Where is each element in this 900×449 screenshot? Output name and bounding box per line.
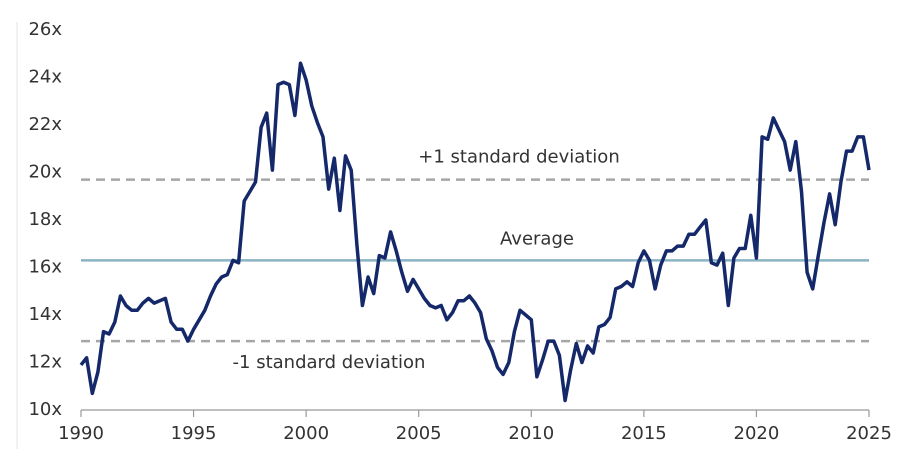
y-tick-label: 16x — [28, 257, 62, 278]
x-tick-label: 2015 — [621, 423, 667, 444]
data-line — [79, 61, 871, 403]
y-tick-label: 14x — [28, 304, 62, 325]
x-tick-label: 1995 — [171, 423, 217, 444]
y-tick-label: 10x — [28, 399, 62, 420]
y-tick-label: 20x — [28, 162, 62, 183]
x-tick-label: 2005 — [396, 423, 442, 444]
x-tick-label: 2010 — [508, 423, 554, 444]
x-tick-label: 2000 — [283, 423, 329, 444]
reference-label: -1 standard deviation — [233, 352, 426, 373]
y-tick-label: 24x — [28, 67, 62, 88]
y-tick-label: 18x — [28, 209, 62, 230]
y-tick-label: 22x — [28, 114, 62, 135]
x-tick-label: 1990 — [58, 423, 104, 444]
reference-label: +1 standard deviation — [418, 147, 619, 168]
x-tick-label: 2020 — [734, 423, 780, 444]
reference-label: Average — [500, 228, 574, 249]
y-tick-label: 26x — [28, 19, 62, 40]
y-tick-label: 12x — [28, 352, 62, 373]
x-tick-label: 2025 — [846, 423, 892, 444]
